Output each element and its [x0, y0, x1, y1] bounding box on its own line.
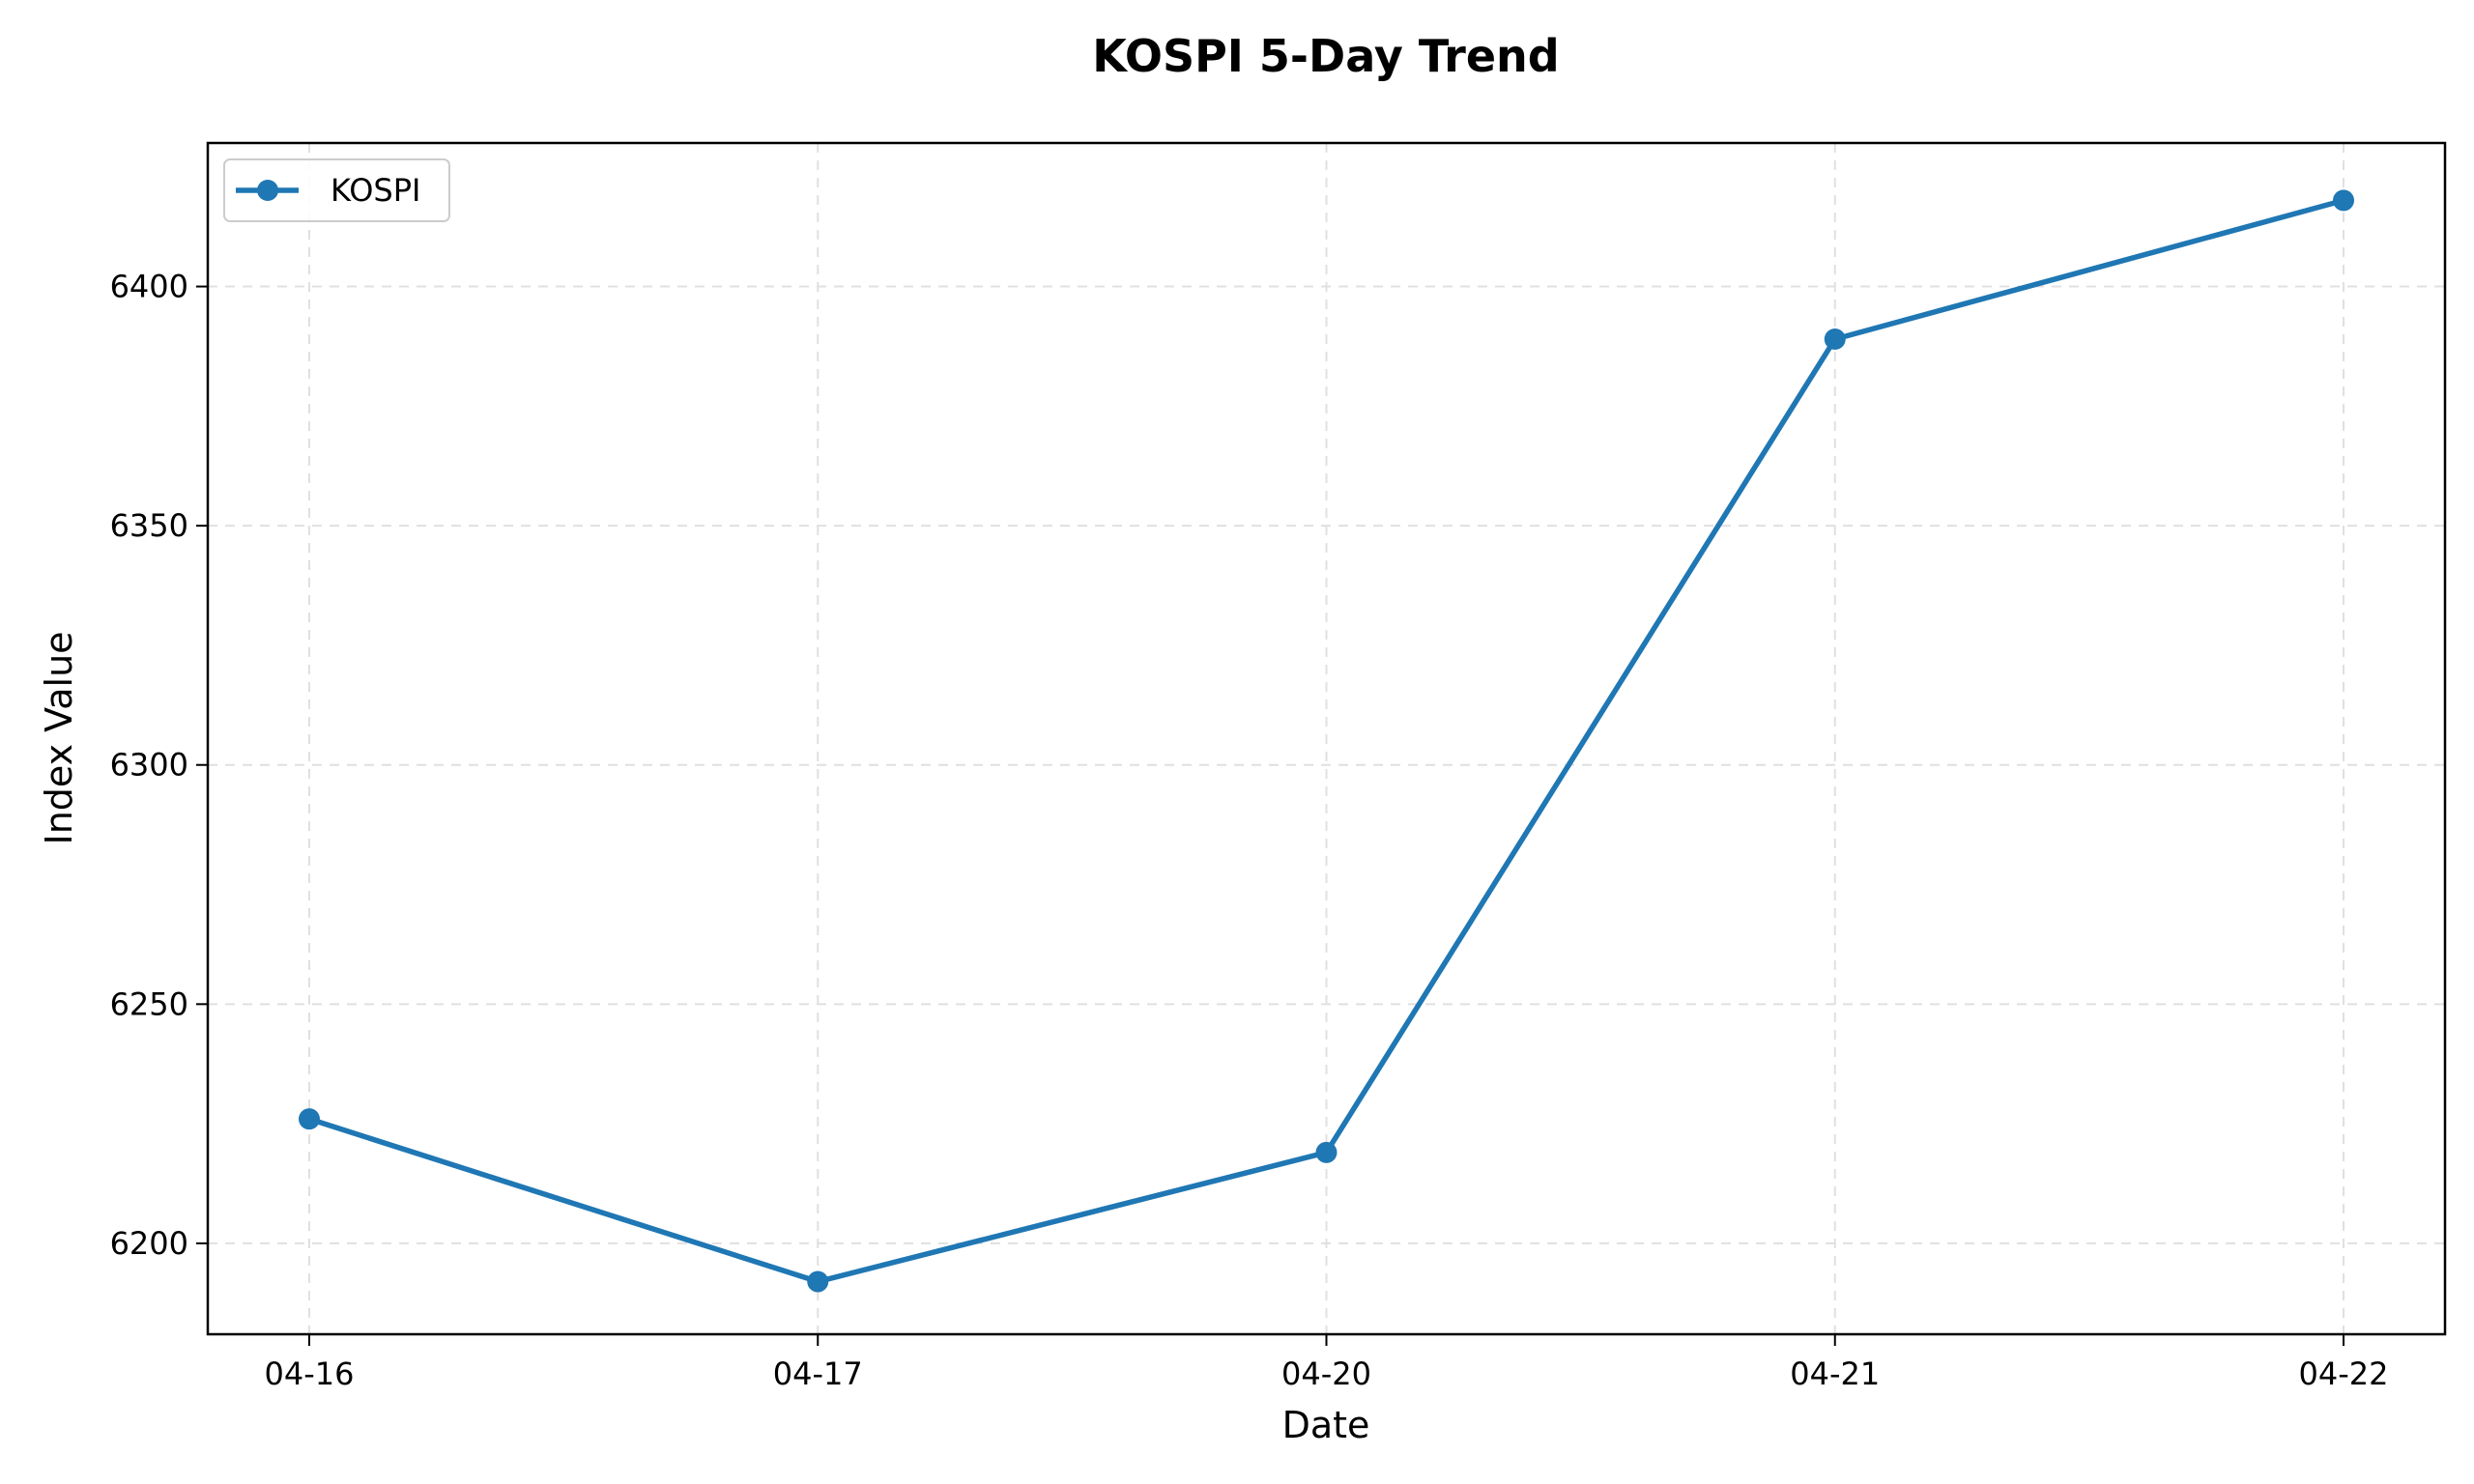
- legend-marker: [257, 180, 278, 201]
- x-tick-label: 04-16: [265, 1356, 355, 1392]
- x-tick-label: 04-17: [773, 1356, 863, 1392]
- plot-frame: [206, 141, 2447, 1336]
- x-tick-label: 04-21: [1790, 1356, 1880, 1392]
- legend-label: KOSPI: [331, 172, 420, 209]
- x-tick-label: 04-22: [2299, 1356, 2389, 1392]
- legend: KOSPI: [223, 158, 450, 222]
- x-axis: 04-16 04-17 04-20 04-21 04-22: [265, 1334, 2389, 1392]
- y-tick-label: 6200: [110, 1225, 188, 1262]
- data-point: [1824, 328, 1846, 351]
- legend-box: [223, 158, 450, 222]
- series-layer: [299, 189, 2354, 1293]
- y-tick-label: 6300: [110, 747, 188, 784]
- data-point: [299, 1108, 320, 1130]
- y-tick-label: 6400: [110, 269, 188, 305]
- data-point: [1315, 1141, 1338, 1163]
- grid-lines: [208, 143, 2445, 1334]
- data-point: [807, 1270, 829, 1293]
- chart-title: KOSPI 5-Day Trend: [1092, 30, 1559, 82]
- x-tick-label: 04-20: [1281, 1356, 1371, 1392]
- y-axis-label: Index Value: [38, 631, 80, 844]
- y-tick-label: 6250: [110, 985, 188, 1022]
- x-axis-label: Date: [1282, 1404, 1370, 1446]
- y-axis: 6200 6250 6300 6350 6400: [110, 269, 208, 1262]
- data-point: [2333, 189, 2354, 212]
- y-tick-label: 6350: [110, 507, 188, 544]
